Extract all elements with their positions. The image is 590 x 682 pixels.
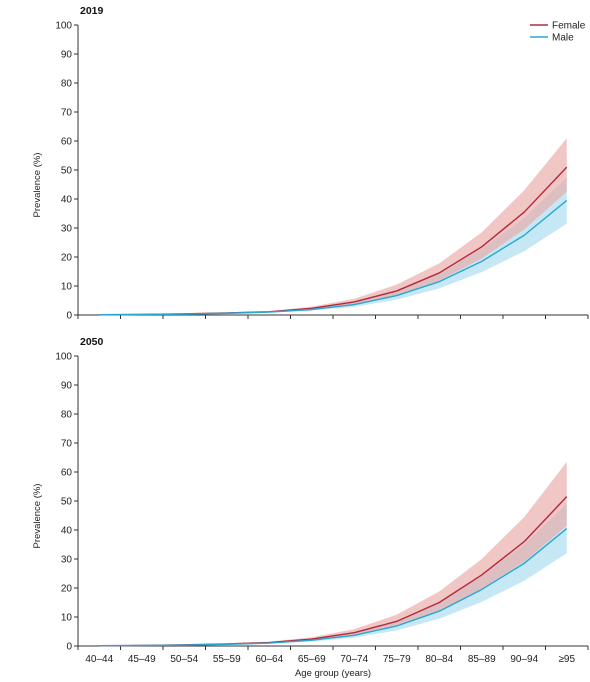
x-axis-title: Age group (years) (295, 668, 371, 679)
y-tick-label: 20 (61, 253, 73, 264)
x-tick-label: 40–44 (85, 654, 113, 665)
confidence-band-female (99, 461, 567, 646)
x-tick-label: 60–64 (255, 654, 283, 665)
panel-title: 2050 (80, 336, 104, 348)
y-tick-label: 50 (61, 166, 73, 177)
y-axis-title: Prevalence (%) (32, 153, 43, 218)
y-tick-label: 0 (66, 311, 72, 322)
x-tick-label: 45–49 (128, 654, 156, 665)
y-tick-label: 0 (66, 642, 72, 653)
x-tick-label: 50–54 (170, 654, 198, 665)
y-tick-label: 80 (61, 410, 73, 421)
y-tick-label: 100 (55, 21, 72, 32)
legend-label-female: Female (552, 21, 586, 32)
chart-panel-2019: 2019 0 10 20 30 40 50 60 70 80 90 100 Prevalence (%)… (32, 5, 589, 322)
y-tick-label: 40 (61, 195, 73, 206)
y-tick-label: 10 (61, 613, 73, 624)
y-tick-label: 60 (61, 468, 73, 479)
y-tick-label: 70 (61, 108, 73, 119)
x-tick-label: 55–59 (213, 654, 241, 665)
series-line-male (99, 199, 568, 316)
confidence-band-female (99, 138, 567, 315)
y-tick-label: 50 (61, 497, 73, 508)
x-tick-label: ≥95 (558, 654, 575, 665)
y-tick-label: 70 (61, 439, 73, 450)
legend-label-male: Male (552, 33, 574, 44)
series-line-male (99, 528, 568, 647)
x-tick-label: 70–74 (340, 654, 368, 665)
y-tick-label: 30 (61, 555, 73, 566)
y-tick-label: 90 (61, 50, 73, 61)
x-tick-label: 85–89 (468, 654, 496, 665)
panel-title: 2019 (80, 5, 104, 17)
x-tick-label: 90–94 (510, 654, 538, 665)
x-tick-label: 65–69 (298, 654, 326, 665)
y-tick-label: 10 (61, 282, 73, 293)
x-tick-label: 75–79 (383, 654, 411, 665)
y-tick-label: 100 (55, 352, 72, 363)
confidence-band-male (99, 503, 567, 646)
y-axis-title: Prevalence (%) (32, 484, 43, 549)
x-tick-label: 80–84 (425, 654, 453, 665)
chart-panel-2050: 2050 0 10 20 30 40 50 60 70 80 90 100 40–44 45–49 50–5… (32, 336, 589, 679)
y-tick-label: 20 (61, 584, 73, 595)
confidence-band-male (99, 177, 567, 315)
y-tick-label: 60 (61, 137, 73, 148)
y-tick-label: 80 (61, 79, 73, 90)
y-tick-label: 40 (61, 526, 73, 537)
y-tick-label: 90 (61, 381, 73, 392)
y-tick-label: 30 (61, 224, 73, 235)
